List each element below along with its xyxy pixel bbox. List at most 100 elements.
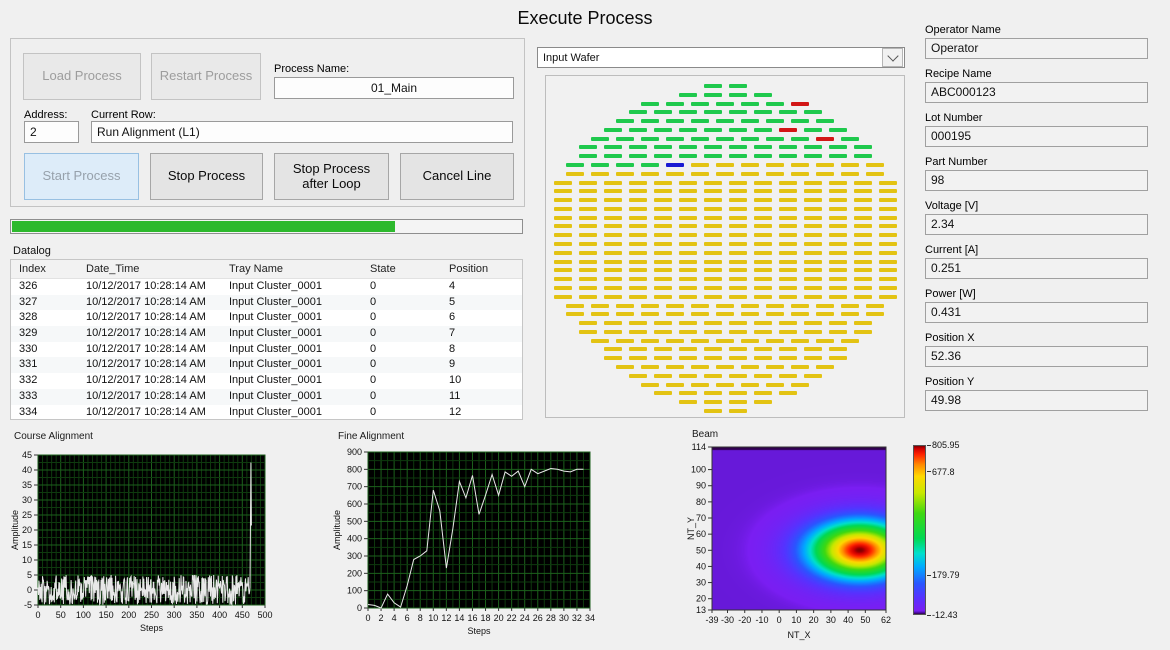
datalog-cell: 10/12/2017 10:28:14 AM xyxy=(86,389,206,402)
wafer-cell xyxy=(753,198,772,203)
process-name-field[interactable]: 01_Main xyxy=(274,77,514,99)
wafer-cell xyxy=(666,382,684,387)
wafer-cell xyxy=(753,189,772,194)
svg-text:16: 16 xyxy=(467,613,477,623)
wafer-cell xyxy=(703,154,722,159)
wafer-cell xyxy=(628,180,647,185)
wafer-cell xyxy=(703,268,722,273)
start-process-button[interactable]: Start Process xyxy=(24,153,139,200)
wafer-cell xyxy=(641,171,659,176)
table-row[interactable]: 326 10/12/2017 10:28:14 AM Input Cluster_0… xyxy=(11,279,522,295)
wafer-cell xyxy=(691,382,709,387)
wafer-cell xyxy=(828,294,847,299)
wafer-cell xyxy=(616,171,634,176)
cancel-line-button[interactable]: Cancel Line xyxy=(400,153,514,200)
svg-text:-5: -5 xyxy=(24,600,32,610)
wafer-cell xyxy=(703,356,722,361)
wafer-cell xyxy=(603,215,622,220)
wafer-cell xyxy=(703,145,722,150)
wafer-cell xyxy=(816,303,834,308)
wafer-cell xyxy=(778,277,797,282)
svg-text:10: 10 xyxy=(791,615,801,625)
wafer-cell xyxy=(641,303,659,308)
stop-process-after-loop-button[interactable]: Stop Process after Loop xyxy=(274,153,389,200)
table-row[interactable]: 330 10/12/2017 10:28:14 AM Input Cluster_0… xyxy=(11,341,522,358)
wafer-map xyxy=(545,75,905,418)
current-row-field[interactable]: Run Alignment (L1) xyxy=(91,121,513,143)
wafer-cell xyxy=(803,198,822,203)
wafer-cell xyxy=(553,189,572,194)
course-alignment-title: Course Alignment xyxy=(14,431,93,442)
table-row[interactable]: 331 10/12/2017 10:28:14 AM Input Cluster_0… xyxy=(11,357,522,374)
wafer-cell xyxy=(803,356,822,361)
wafer-cell xyxy=(653,180,672,185)
svg-text:45: 45 xyxy=(22,450,32,460)
svg-text:-30: -30 xyxy=(721,615,734,625)
wafer-cell xyxy=(703,206,722,211)
wafer-cell xyxy=(753,373,772,378)
wafer-cell xyxy=(616,119,634,124)
wafer-cell xyxy=(778,224,797,229)
wafer-cell xyxy=(678,154,697,159)
stop-process-button[interactable]: Stop Process xyxy=(150,153,263,200)
table-row[interactable]: 332 10/12/2017 10:28:14 AM Input Cluster_0… xyxy=(11,373,522,389)
wafer-cell xyxy=(803,277,822,282)
wafer-cell xyxy=(853,321,872,326)
table-row[interactable]: 333 10/12/2017 10:28:14 AM Input Cluster_0… xyxy=(11,388,522,405)
wafer-cell xyxy=(616,338,634,343)
wafer-cell xyxy=(603,206,622,211)
recipe-name-field: ABC000123 xyxy=(925,82,1148,103)
wafer-cell xyxy=(553,233,572,238)
table-row[interactable]: 334 10/12/2017 10:28:14 AM Input Cluster_0… xyxy=(11,404,522,419)
wafer-cell xyxy=(853,294,872,299)
wafer-cell xyxy=(741,119,759,124)
address-field[interactable]: 2 xyxy=(24,121,79,143)
wafer-cell xyxy=(653,356,672,361)
wafer-cell xyxy=(741,136,759,141)
datalog-cell: 9 xyxy=(449,358,456,371)
address-label: Address: xyxy=(24,109,68,121)
wafer-cell xyxy=(791,338,809,343)
datalog-cell: Input Cluster_0001 xyxy=(229,280,322,292)
wafer-cell xyxy=(578,206,597,211)
svg-text:12: 12 xyxy=(441,613,451,623)
restart-process-button[interactable]: Restart Process xyxy=(151,53,261,100)
wafer-cell xyxy=(703,92,722,97)
datalog-header-cell: Index xyxy=(19,263,46,275)
wafer-cell xyxy=(578,242,597,247)
table-row[interactable]: 328 10/12/2017 10:28:14 AM Input Cluster_0… xyxy=(11,310,522,327)
wafer-cell xyxy=(753,224,772,229)
wafer-cell xyxy=(703,84,722,88)
wafer-cell xyxy=(603,294,622,299)
wafer-cell xyxy=(828,268,847,273)
wafer-cell xyxy=(816,338,834,343)
wafer-selector-dropdown[interactable]: Input Wafer xyxy=(537,47,905,68)
wafer-cell xyxy=(853,250,872,255)
wafer-cell xyxy=(741,163,759,168)
wafer-cell xyxy=(566,163,584,168)
wafer-cell xyxy=(691,171,709,176)
wafer-cell xyxy=(603,233,622,238)
svg-text:400: 400 xyxy=(347,534,362,544)
table-row[interactable]: 329 10/12/2017 10:28:14 AM Input Cluster_0… xyxy=(11,326,522,342)
wafer-cell xyxy=(866,303,884,308)
datalog-header-cell: State xyxy=(370,263,396,275)
wafer-cell xyxy=(728,224,747,229)
load-process-button[interactable]: Load Process xyxy=(23,53,141,100)
wafer-cell xyxy=(703,259,722,264)
datalog-cell: Input Cluster_0001 xyxy=(229,311,322,324)
voltage-v-label: Voltage [V] xyxy=(925,200,979,212)
wafer-cell xyxy=(653,329,672,334)
wafer-cell xyxy=(553,268,572,273)
wafer-cell xyxy=(778,356,797,361)
wafer-cell xyxy=(778,391,797,396)
process-control-panel: Load Process Restart Process Process Nam… xyxy=(10,38,525,207)
svg-text:0: 0 xyxy=(365,613,370,623)
svg-text:0: 0 xyxy=(357,603,362,613)
table-row[interactable]: 327 10/12/2017 10:28:14 AM Input Cluster_0… xyxy=(11,294,522,311)
wafer-cell xyxy=(803,233,822,238)
progress-fill xyxy=(12,221,396,232)
wafer-cell xyxy=(878,189,897,194)
wafer-cell xyxy=(778,329,797,334)
wafer-dropdown-button[interactable] xyxy=(882,48,903,67)
